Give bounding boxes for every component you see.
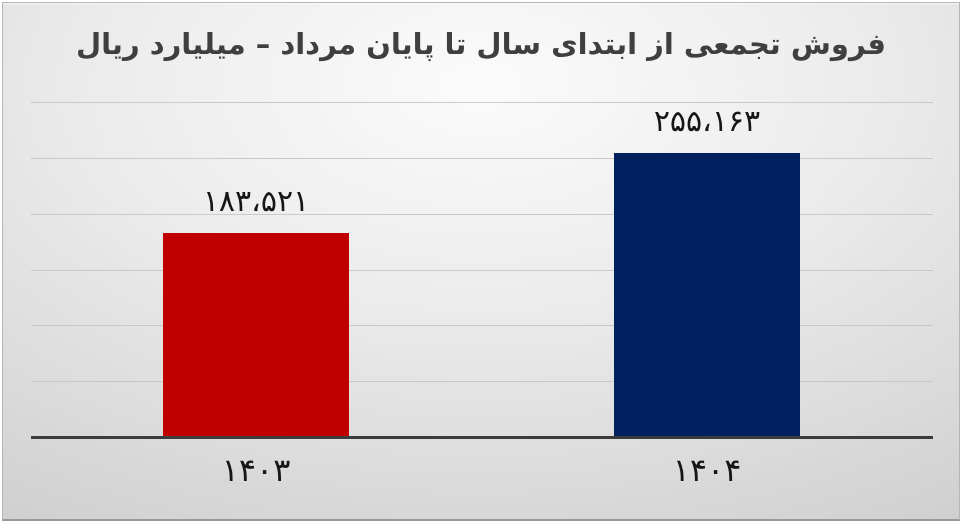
gridline — [31, 269, 933, 271]
bar-value-label-1404: ۲۵۵،۱۶۳ — [653, 104, 761, 140]
bar-1403 — [163, 233, 349, 438]
bar-value-label-1403: ۱۸۳،۵۲۱ — [202, 184, 310, 220]
plot-area: ۱۸۳،۵۲۱ ۲۵۵،۱۶۳ — [31, 102, 933, 439]
bar-column-1403: ۱۸۳،۵۲۱ — [163, 103, 349, 438]
gridline — [31, 213, 933, 215]
chart-title: فروش تجمعی از ابتدای سال تا پایان مرداد … — [76, 27, 886, 61]
bar-1404 — [614, 153, 800, 438]
x-axis-labels: ۱۴۰۳ ۱۴۰۴ — [31, 451, 933, 501]
gridline — [31, 102, 933, 103]
bar-column-1404: ۲۵۵،۱۶۳ — [614, 103, 800, 438]
x-axis-line — [31, 436, 933, 439]
x-axis-label-1404: ۱۴۰۴ — [672, 451, 742, 489]
gridline — [31, 381, 933, 383]
gridline — [31, 157, 933, 159]
x-axis-label-1403: ۱۴۰۳ — [221, 451, 291, 489]
slide-background: فروش تجمعی از ابتدای سال تا پایان مرداد … — [2, 2, 960, 521]
gridline — [31, 325, 933, 327]
